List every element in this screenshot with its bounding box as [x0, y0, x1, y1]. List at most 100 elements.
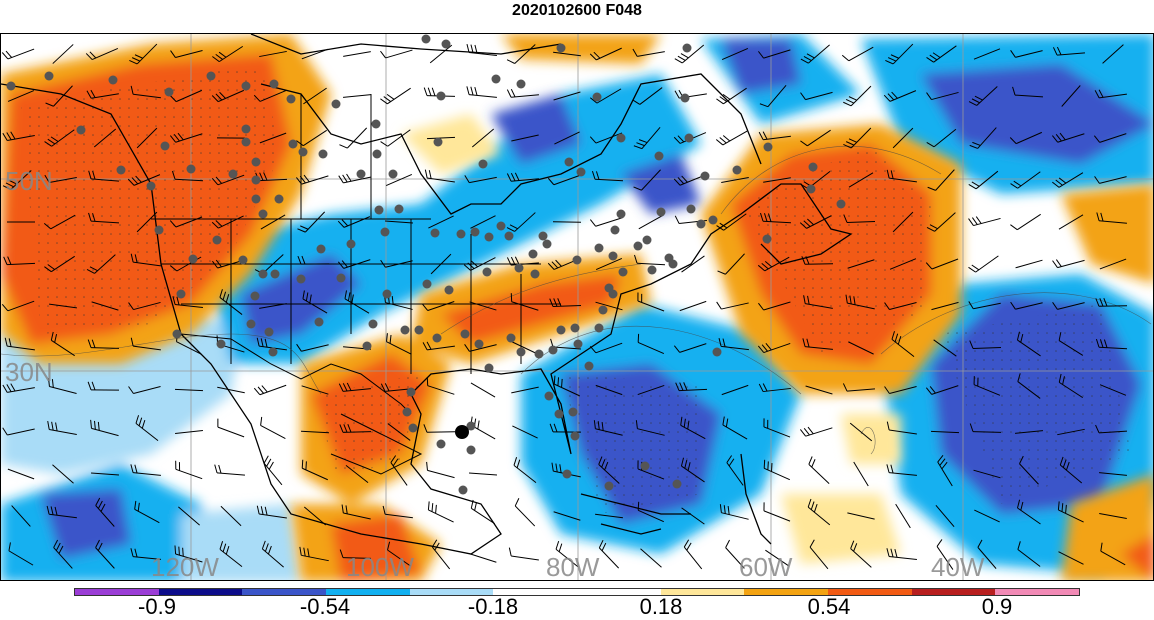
station-dot [685, 134, 694, 143]
station-dot [109, 76, 118, 85]
wind-barb [1010, 208, 1040, 232]
station-dot [213, 236, 222, 245]
station-dot [242, 82, 251, 91]
station-dot [605, 482, 614, 491]
wind-barb [380, 82, 410, 106]
wind-barb [339, 122, 366, 150]
station-dot [497, 222, 506, 231]
station-dot [485, 364, 494, 373]
station-dot [357, 170, 366, 179]
station-dot [669, 260, 678, 269]
station-dot [372, 120, 381, 129]
station-dot [252, 158, 261, 167]
station-dot [557, 326, 566, 335]
wind-barb [302, 49, 328, 59]
station-dot [155, 226, 164, 235]
station-dot [617, 210, 626, 219]
station-dot [437, 92, 446, 101]
station-dot [242, 138, 251, 147]
station-dot [270, 80, 279, 89]
wind-barb [969, 249, 999, 273]
station-dot [247, 320, 256, 329]
station-dot [577, 168, 586, 177]
wind-barb [343, 52, 371, 57]
lon-label-40w: 40W [931, 552, 984, 581]
station-dot [422, 35, 431, 44]
station-dot [515, 264, 524, 273]
wind-barb [339, 169, 371, 183]
station-dot [609, 252, 618, 261]
station-dot [517, 348, 526, 357]
station-dot [643, 236, 652, 245]
wind-barb [466, 86, 498, 97]
lat-label-30n: 30N [5, 357, 53, 388]
station-dot [117, 166, 126, 175]
station-dot [337, 274, 346, 283]
station-dot [619, 268, 628, 277]
wind-barb [896, 504, 911, 528]
station-dot [409, 424, 418, 433]
wind-barb [682, 256, 705, 272]
station-dot [347, 240, 356, 249]
station-dot [332, 100, 341, 109]
station-dot [207, 72, 216, 81]
wind-barb [425, 462, 457, 478]
station-dot [475, 340, 484, 349]
wind-barb [254, 378, 286, 396]
station-dot [648, 266, 657, 275]
station-dot [611, 226, 620, 235]
wind-barb [1016, 260, 1043, 268]
station-dot [543, 240, 552, 249]
station-dot [531, 270, 540, 279]
wind-barb [470, 554, 497, 562]
station-dot [459, 486, 468, 495]
station-dot [681, 94, 690, 103]
station-dot [251, 292, 260, 301]
station-dot [733, 166, 742, 175]
station-dot [375, 206, 384, 215]
station-dot [549, 346, 558, 355]
station-dot [565, 158, 574, 167]
station-dot [609, 290, 618, 299]
station-dot [317, 245, 326, 254]
station-dot [617, 134, 626, 143]
wind-barb [471, 383, 495, 397]
station-dot [809, 163, 818, 172]
station-dot [479, 160, 488, 169]
station-dot [287, 95, 296, 104]
station-dot [315, 318, 324, 327]
station-dot [485, 233, 494, 242]
wind-barb [173, 461, 205, 479]
colorbar [74, 588, 1080, 596]
station-dot [415, 326, 424, 335]
station-dot [389, 170, 398, 179]
station-dot [505, 232, 514, 241]
station-dot [569, 408, 578, 417]
station-dot [517, 80, 526, 89]
station-dot [837, 200, 846, 209]
station-dot [545, 392, 554, 401]
station-dot [461, 330, 470, 339]
station-dot [297, 275, 306, 284]
station-dot [252, 195, 261, 204]
station-dot [442, 40, 451, 49]
wind-barb [380, 42, 412, 58]
station-dot [571, 432, 580, 441]
wind-barb [214, 465, 246, 476]
lat-label-50n: 50N [5, 166, 53, 197]
station-dot [407, 388, 416, 397]
station-dot [764, 143, 773, 152]
station-dot [467, 446, 476, 455]
wind-barb [800, 420, 832, 437]
station-dot [369, 320, 378, 329]
wind-barb [258, 417, 289, 439]
station-dot [593, 93, 602, 102]
station-dot [535, 350, 544, 359]
station-dot [271, 270, 280, 279]
station-dot [242, 125, 251, 134]
station-dot [687, 205, 696, 214]
station-dot [595, 244, 604, 253]
wind-barb [680, 301, 706, 310]
station-dot [539, 232, 548, 241]
station-dot [655, 152, 664, 161]
